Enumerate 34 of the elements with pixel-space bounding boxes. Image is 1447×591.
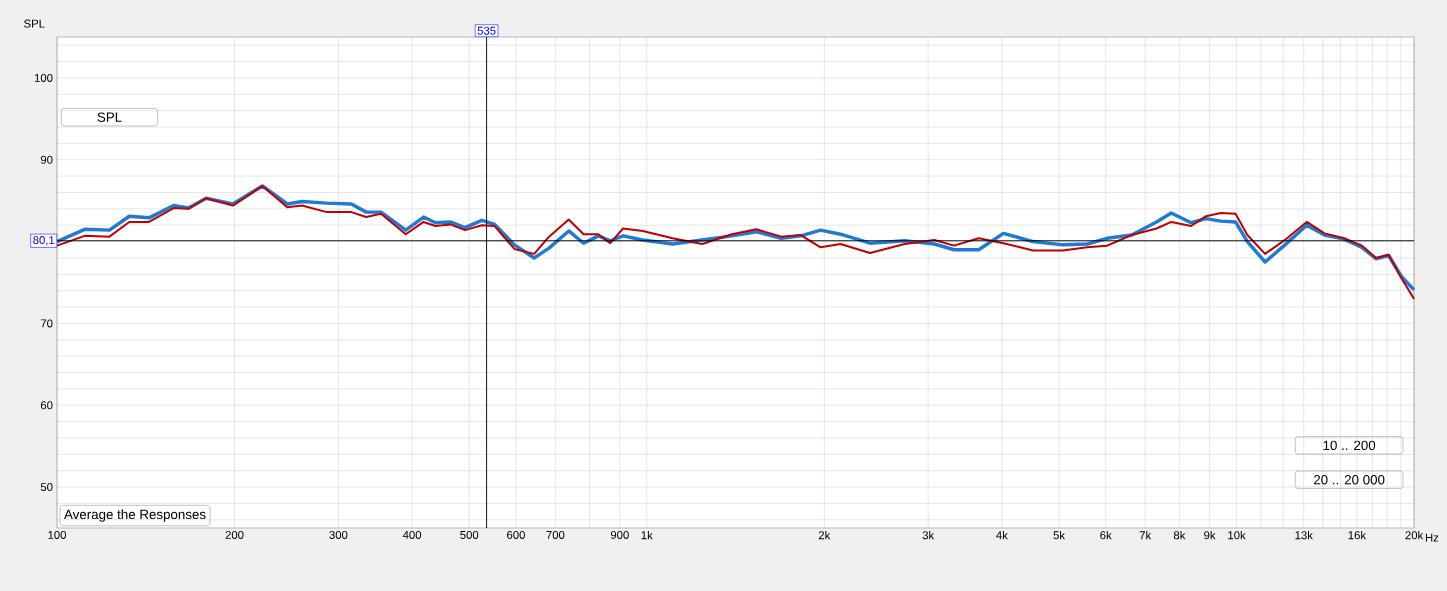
x-tick-label: 700	[546, 530, 565, 539]
x-tick-label: 7k	[1139, 530, 1152, 540]
x-tick-label: 600	[507, 530, 525, 539]
annotation: Average the Responses	[64, 509, 206, 522]
x-tick-label: 10k	[1228, 530, 1246, 540]
x-tick-label: 20k	[1405, 530, 1424, 540]
x-tick-label: 1k	[641, 530, 653, 540]
x-tick-label: 400	[402, 530, 422, 539]
x-tick-label: 300	[329, 530, 348, 539]
ref-line-label: 535	[477, 26, 496, 35]
x-tick-label: 9k	[1204, 530, 1216, 540]
x-tick-label: 8k	[1173, 530, 1186, 540]
x-tick-label: 200	[225, 530, 244, 539]
annotation: 10 .. 200	[1323, 440, 1376, 451]
y-tick-label: 60	[40, 401, 53, 410]
ref-line-label: 80,1	[33, 236, 55, 246]
x-tick-label: 500	[460, 530, 479, 539]
x-tick-label: 900	[610, 530, 629, 539]
x-tick-label: 100	[48, 530, 67, 539]
annotation: SPL	[97, 112, 122, 122]
y-tick-label: 50	[40, 483, 53, 492]
x-tick-label: 3k	[922, 530, 935, 540]
x-tick-label: 2k	[818, 530, 831, 540]
x-tick-label: 13k	[1295, 530, 1313, 540]
x-tick-label: 16k	[1348, 530, 1367, 540]
x-tick-label: 4k	[996, 530, 1008, 540]
x-tick-label: 6k	[1100, 530, 1112, 540]
y-tick-label: 70	[40, 319, 53, 328]
annotation: 20 .. 20 000	[1313, 475, 1385, 485]
y-axis-title: SPL	[24, 19, 45, 28]
y-tick-label: 90	[40, 155, 53, 164]
x-axis-title: Hz	[1425, 533, 1439, 542]
y-tick-label: 100	[34, 73, 53, 82]
x-tick-label: 5k	[1053, 530, 1066, 540]
